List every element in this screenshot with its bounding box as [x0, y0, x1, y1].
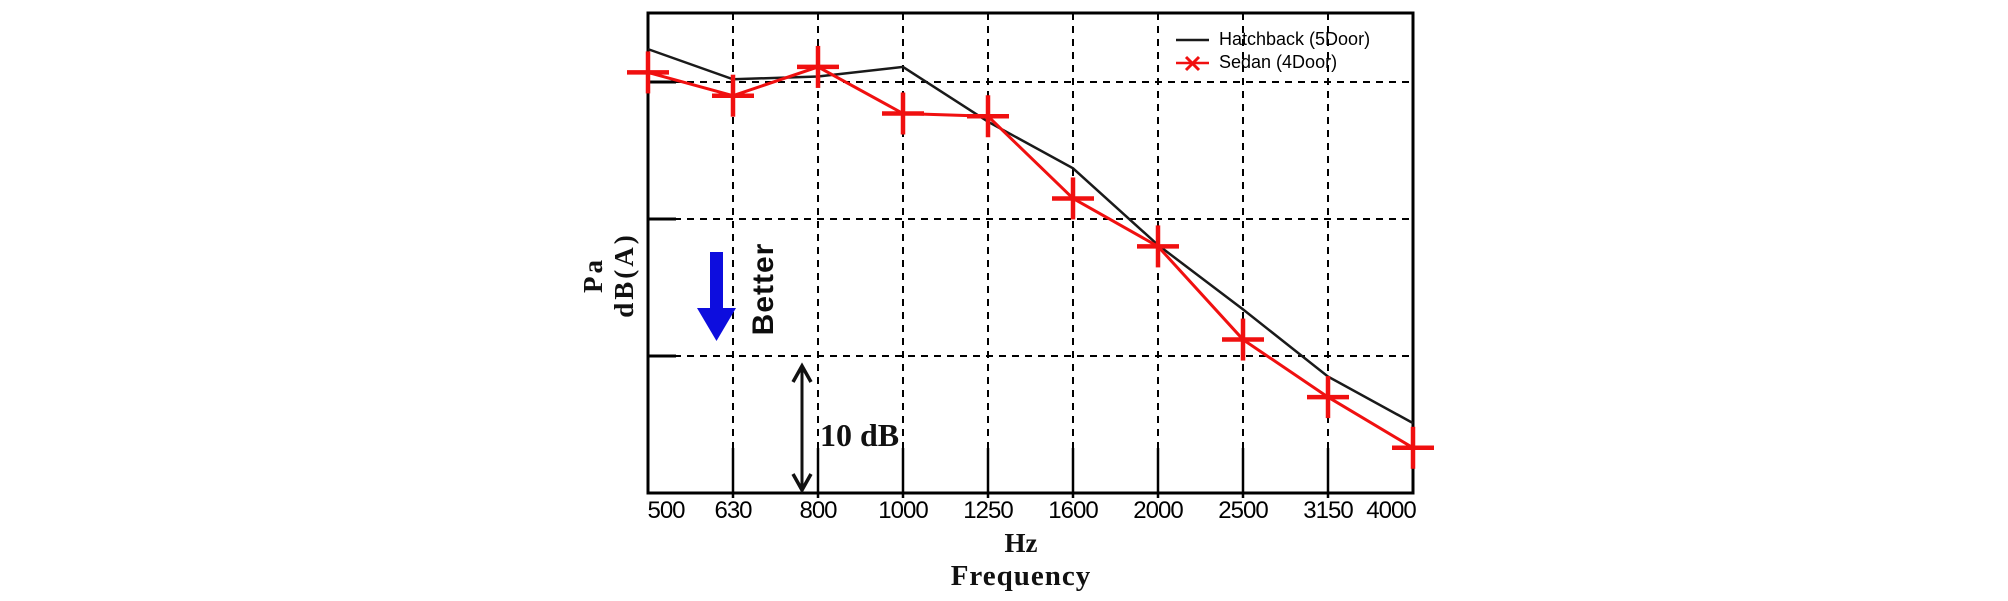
scale-arrow-head-top [791, 362, 813, 383]
x-tick-label: 800 [799, 497, 837, 524]
x-tick-label: 3150 [1303, 497, 1353, 524]
x-tick-label: 2500 [1218, 497, 1268, 524]
scale-10db-label: 10 dB [820, 417, 900, 453]
y-axis-label: Pa dB(A) [578, 232, 640, 318]
better-arrow-head [697, 308, 736, 341]
y-axis-label-line2: dB(A) [609, 232, 639, 318]
x-tick-label: 630 [714, 497, 752, 524]
legend-sedan-sample [1176, 55, 1209, 71]
legend-item: Hatchback (5Door) [1176, 28, 1370, 51]
hatchback-line [647, 47, 1414, 425]
legend-item: Sedan (4Door) [1176, 51, 1370, 74]
x-tick-label: 1600 [1048, 497, 1098, 524]
better-label: Better [747, 242, 780, 336]
x-tick-label: 4000 [1366, 497, 1416, 524]
scale-arrow-head-bottom [791, 473, 813, 494]
better-arrow [710, 252, 723, 310]
x-axis-title: Frequency [950, 560, 1092, 592]
plot-border [646, 11, 1415, 495]
legend-label: Sedan (4Door) [1219, 52, 1338, 72]
y-axis-label-line1: Pa [578, 257, 608, 294]
sedan-line [647, 65, 1414, 450]
legend-label: Hatchback (5Door) [1219, 29, 1371, 49]
legend-hatchback-sample [1176, 38, 1209, 41]
legend: Hatchback (5Door) Sedan (4Door) [1176, 28, 1370, 74]
x-tick-label: 1000 [878, 497, 928, 524]
x-tick-label: 1250 [963, 497, 1013, 524]
x-tick-label: 2000 [1133, 497, 1183, 524]
x-unit-label: Hz [1004, 528, 1038, 558]
x-tick-label: 500 [647, 497, 685, 524]
